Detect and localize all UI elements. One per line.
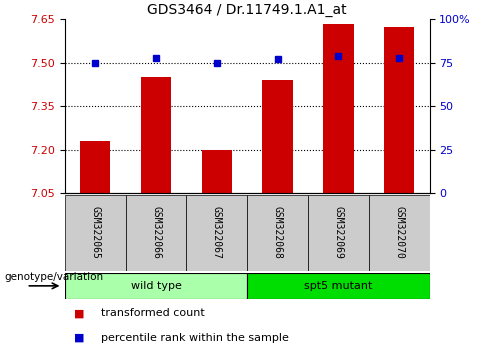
Bar — [65, 195, 126, 271]
Bar — [202, 149, 232, 193]
Text: GSM322067: GSM322067 — [212, 206, 222, 259]
Bar — [65, 273, 247, 299]
Text: spt5 mutant: spt5 mutant — [304, 281, 372, 291]
Bar — [384, 27, 414, 193]
Bar — [263, 80, 293, 193]
Text: GSM322065: GSM322065 — [90, 206, 100, 259]
Bar — [308, 195, 369, 271]
Bar — [186, 195, 247, 271]
Text: GSM322069: GSM322069 — [334, 206, 343, 259]
Text: GSM322066: GSM322066 — [151, 206, 161, 259]
Bar — [247, 273, 430, 299]
Text: wild type: wild type — [131, 281, 181, 291]
Text: ■: ■ — [74, 333, 85, 343]
Bar — [323, 24, 354, 193]
Text: percentile rank within the sample: percentile rank within the sample — [101, 333, 288, 343]
Text: GSM322068: GSM322068 — [273, 206, 283, 259]
Text: transformed count: transformed count — [101, 308, 204, 318]
Bar — [80, 141, 110, 193]
Bar — [369, 195, 430, 271]
Text: genotype/variation: genotype/variation — [5, 272, 104, 282]
Bar — [126, 195, 186, 271]
Text: ■: ■ — [74, 308, 85, 318]
Text: GSM322070: GSM322070 — [394, 206, 404, 259]
Bar — [141, 77, 171, 193]
Bar — [247, 195, 308, 271]
Title: GDS3464 / Dr.11749.1.A1_at: GDS3464 / Dr.11749.1.A1_at — [147, 3, 347, 17]
